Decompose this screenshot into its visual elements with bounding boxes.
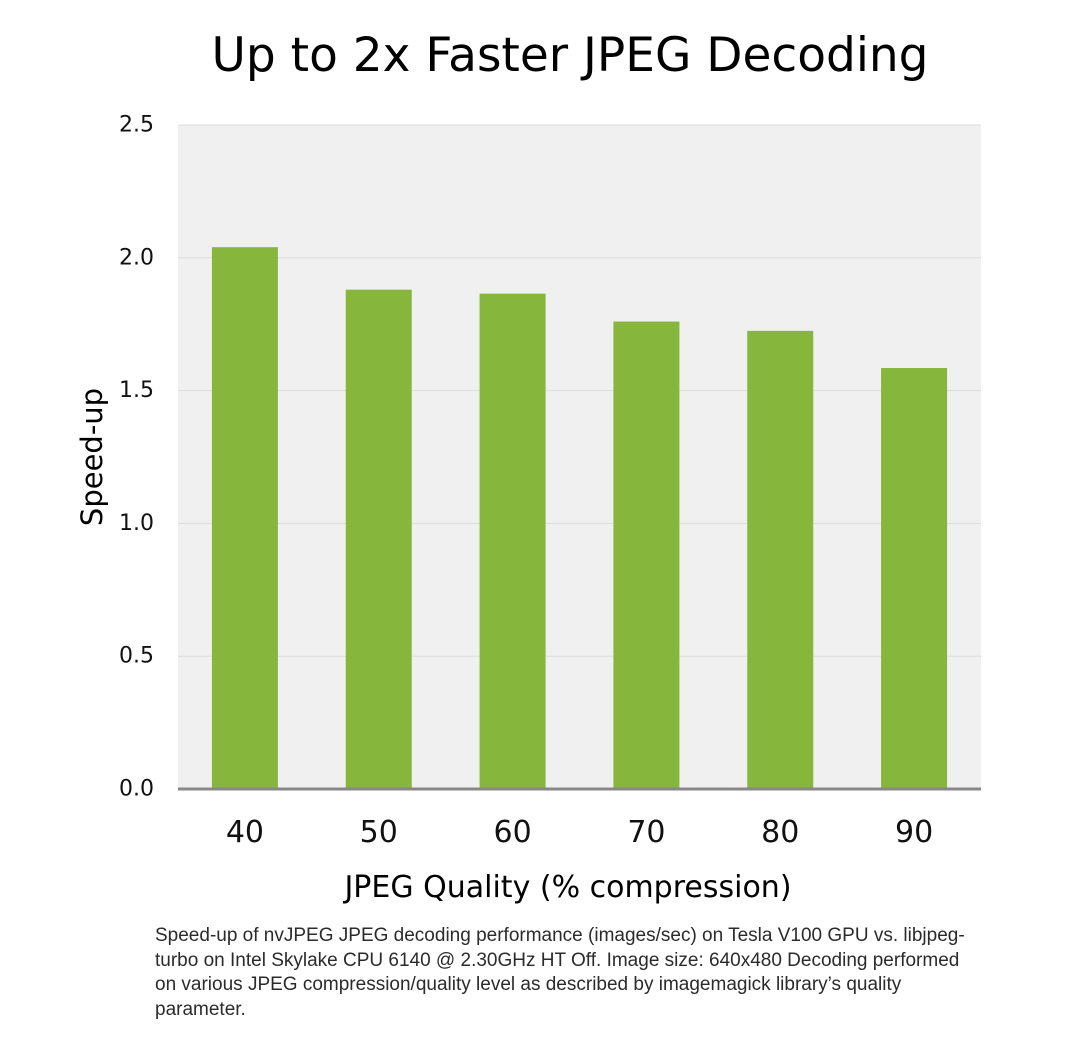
y-tick-label: 2.5	[119, 113, 154, 138]
x-tick-label-60: 60	[493, 815, 531, 850]
bars	[211, 247, 948, 789]
x-tick-label-40: 40	[226, 815, 264, 850]
x-tick-label-90: 90	[895, 815, 933, 850]
y-axis-label: Speed-up	[75, 388, 109, 526]
y-tick-label: 0.0	[119, 777, 154, 802]
y-tick-label: 1.5	[119, 378, 154, 403]
bar-40	[211, 247, 278, 789]
x-tick-labels: 40 50 60 70 80 90	[226, 815, 933, 850]
bar-60	[479, 293, 546, 789]
x-tick-label-80: 80	[761, 815, 799, 850]
bar-90	[881, 368, 948, 789]
plot-area	[178, 125, 981, 789]
bar-70	[613, 321, 680, 789]
y-tick-label: 0.5	[119, 644, 154, 669]
y-tick-labels: 0.0 0.5 1.0 1.5 2.0 2.5	[119, 113, 154, 802]
x-tick-label-50: 50	[360, 815, 398, 850]
x-tick-label-70: 70	[627, 815, 665, 850]
bar-50	[345, 289, 412, 789]
y-tick-label: 1.0	[119, 511, 154, 536]
bar-80	[747, 330, 814, 789]
x-axis-label: JPEG Quality (% compression)	[342, 870, 791, 905]
gridlines	[178, 124, 981, 657]
chart-title: Up to 2x Faster JPEG Decoding	[211, 28, 929, 83]
chart-caption: Speed-up of nvJPEG JPEG decoding perform…	[155, 925, 965, 1020]
y-tick-label: 2.0	[119, 245, 154, 270]
